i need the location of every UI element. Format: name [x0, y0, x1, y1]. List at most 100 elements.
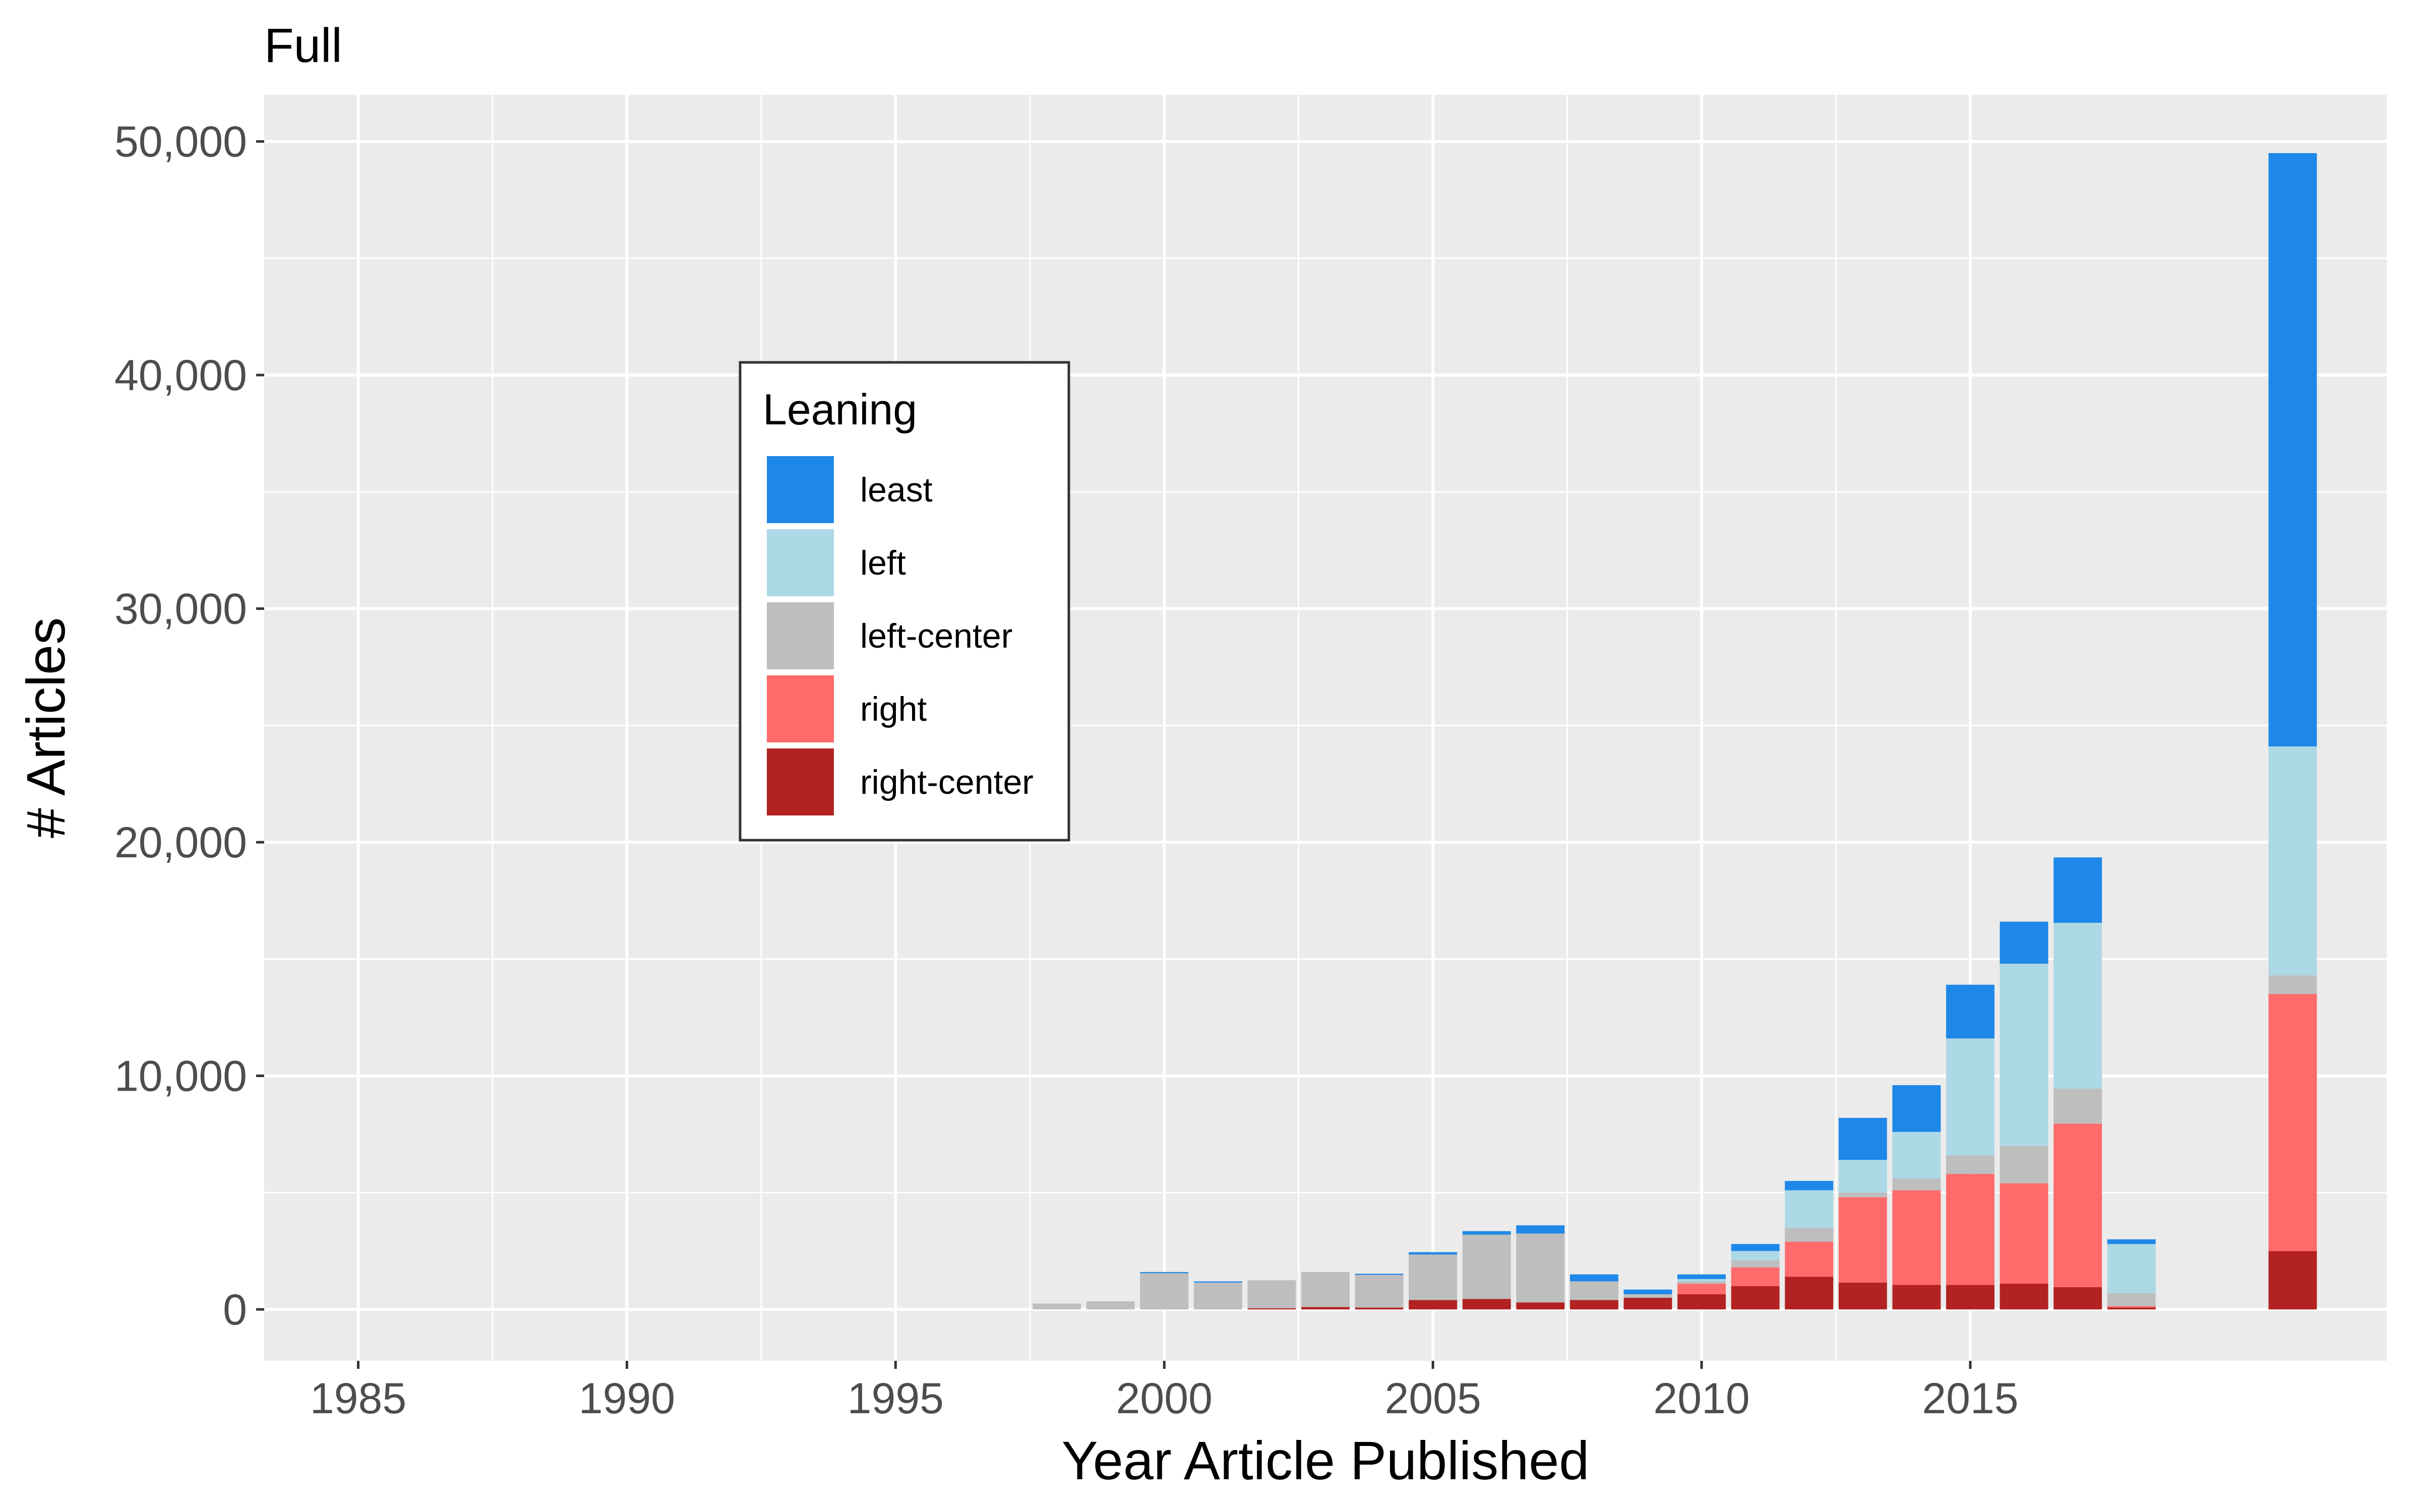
- bar-segment-left-center-2004: [1355, 1275, 1404, 1308]
- bar-segment-least-2008: [1569, 1274, 1618, 1282]
- bar-segment-right-2021: [2268, 994, 2317, 1251]
- bar-segment-least-2014: [1892, 1085, 1941, 1132]
- bar-segment-left-center-2021: [2268, 975, 2317, 994]
- bar-segment-right-2011: [1731, 1267, 1780, 1286]
- legend-key-right: [767, 675, 834, 742]
- y-tick-label: 20,000: [114, 818, 247, 867]
- bar-segment-left-2021: [2268, 746, 2317, 976]
- bar-segment-least-2007: [1516, 1225, 1565, 1234]
- bar-segment-left-2015: [1946, 1038, 1994, 1156]
- bar-segment-left-center-2007: [1516, 1233, 1565, 1303]
- bar-segment-least-2021: [2268, 153, 2317, 747]
- x-tick-label: 2010: [1653, 1374, 1749, 1423]
- bar-segment-left-center-2015: [1946, 1155, 1994, 1174]
- legend-key-right-center: [767, 748, 834, 815]
- bar-segment-left-2012: [1785, 1190, 1834, 1228]
- bar-segment-right-center-2011: [1731, 1286, 1780, 1310]
- legend-key-least: [767, 456, 834, 523]
- bar-segment-left-center-2014: [1892, 1178, 1941, 1190]
- major-grid: [264, 95, 2387, 1361]
- bar-segment-least-2009: [1623, 1289, 1672, 1294]
- bar-segment-least-2001: [1193, 1281, 1242, 1283]
- bar-segment-least-2011: [1731, 1244, 1780, 1251]
- bar-segment-left-center-2011: [1731, 1260, 1780, 1268]
- x-axis-title: Year Article Published: [1062, 1430, 1590, 1491]
- legend: Leaning least left left-center right right-c…: [739, 361, 1070, 842]
- bar-segment-least-2006: [1462, 1231, 1511, 1235]
- bar-segment-left-2010: [1677, 1279, 1726, 1282]
- chart-title: Full: [264, 19, 342, 73]
- bar-segment-left-center-2013: [1838, 1192, 1887, 1198]
- legend-title: Leaning: [763, 386, 917, 434]
- y-tick-label: 10,000: [114, 1052, 247, 1101]
- bar-segment-right-center-2008: [1569, 1300, 1618, 1310]
- bar-segment-left-center-2012: [1785, 1227, 1834, 1242]
- bar-segment-left-center-2018: [2107, 1293, 2156, 1306]
- bar-segment-left-2014: [1892, 1131, 1941, 1179]
- bar-segment-left-center-2005: [1409, 1254, 1458, 1300]
- legend-items: least left left-center right right-center: [767, 456, 1034, 815]
- bar-segment-right-center-2002: [1247, 1308, 1296, 1310]
- bar-segment-left-center-1999: [1086, 1301, 1135, 1310]
- bar-segment-left-2013: [1838, 1160, 1887, 1193]
- bar-segment-right-center-2003: [1301, 1307, 1350, 1310]
- bar-segment-left-center-2010: [1677, 1281, 1726, 1284]
- bar-segment-left-center-2003: [1301, 1272, 1350, 1307]
- bar-segment-left-center-2009: [1623, 1294, 1672, 1298]
- bar-segment-left-2017: [2053, 922, 2102, 1089]
- x-tick-label: 2015: [1922, 1374, 2018, 1423]
- bar-segment-right-center-2013: [1838, 1282, 1887, 1310]
- x-tick-label: 1985: [310, 1374, 406, 1423]
- bar-segment-left-2011: [1731, 1251, 1780, 1261]
- x-tick-label: 1990: [579, 1374, 675, 1423]
- legend-label-left: left: [860, 544, 906, 582]
- x-tick-label: 1995: [848, 1374, 944, 1423]
- bar-segment-right-center-2005: [1409, 1300, 1458, 1310]
- bar-segment-left-center-2017: [2053, 1089, 2102, 1124]
- bar-segment-right-center-2016: [2000, 1284, 2048, 1310]
- bar-segment-right-center-2004: [1355, 1307, 1404, 1310]
- x-tick-label: 2000: [1116, 1374, 1213, 1423]
- bar-segment-least-2015: [1946, 984, 1994, 1039]
- bar-segment-right-center-2017: [2053, 1287, 2102, 1310]
- bar-segment-left-2018: [2107, 1244, 2156, 1293]
- bar-segment-right-2014: [1892, 1190, 1941, 1285]
- x-tick-label: 2005: [1385, 1374, 1481, 1423]
- bar-segment-right-center-2009: [1623, 1297, 1672, 1310]
- bar-segment-right-2015: [1946, 1174, 1994, 1285]
- y-tick-label: 40,000: [114, 351, 247, 400]
- bar-segment-right-2010: [1677, 1284, 1726, 1294]
- legend-key-left-center: [767, 602, 834, 669]
- y-axis-title: # Articles: [15, 617, 76, 838]
- bar-segment-left-center-2000: [1140, 1273, 1189, 1310]
- bar-segment-least-2005: [1409, 1252, 1458, 1255]
- bar-segment-right-center-2006: [1462, 1299, 1511, 1310]
- y-tick-label: 0: [223, 1286, 247, 1334]
- bar-segment-right-2013: [1838, 1197, 1887, 1283]
- bar-segment-right-2016: [2000, 1183, 2048, 1284]
- legend-label-left-center: left-center: [860, 617, 1012, 655]
- bar-segment-least-2013: [1838, 1117, 1887, 1160]
- bar-segment-left-center-2008: [1569, 1281, 1618, 1300]
- bar-segment-least-2012: [1785, 1181, 1834, 1190]
- bar-segment-left-center-2016: [2000, 1146, 2048, 1183]
- bar-segment-least-2016: [2000, 921, 2048, 964]
- bar-segment-left-center-2006: [1462, 1234, 1511, 1299]
- bar-segment-right-center-2007: [1516, 1302, 1565, 1310]
- y-tick-label: 50,000: [114, 118, 247, 166]
- bar-segment-left-center-2001: [1193, 1282, 1242, 1310]
- bar-segment-right-center-2010: [1677, 1294, 1726, 1310]
- bar-segment-least-2018: [2107, 1239, 2156, 1244]
- legend-label-least: least: [860, 471, 933, 509]
- bar-segment-right-center-2021: [2268, 1251, 2317, 1310]
- legend-key-left: [767, 529, 834, 596]
- bar-segment-least-2017: [2053, 857, 2102, 923]
- bar-segment-right-2018: [2107, 1306, 2156, 1308]
- y-axis: 0 10,000 20,000 30,000 40,000 50,000: [114, 118, 264, 1334]
- legend-label-right-center: right-center: [860, 763, 1034, 801]
- legend-label-right: right: [860, 690, 927, 728]
- bar-segment-right-center-2014: [1892, 1285, 1941, 1310]
- y-tick-label: 30,000: [114, 585, 247, 634]
- bar-segment-right-center-2015: [1946, 1285, 1994, 1310]
